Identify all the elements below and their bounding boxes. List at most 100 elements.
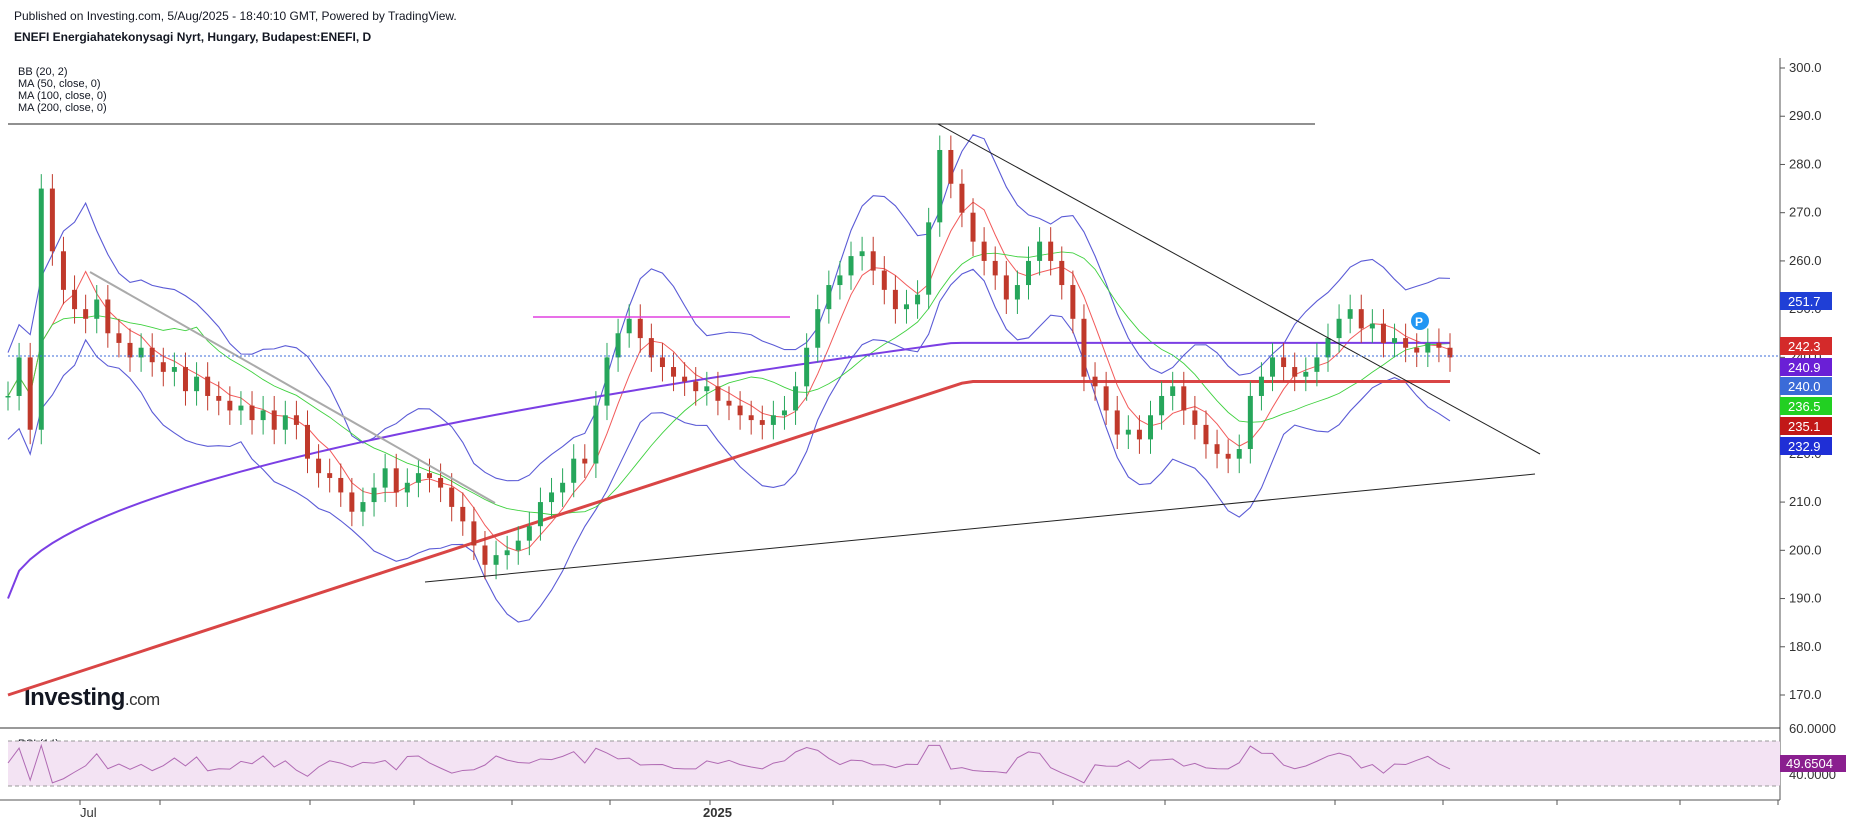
candle-body [693, 381, 699, 392]
candle-body [1425, 342, 1431, 353]
candle-body [837, 275, 843, 286]
candle-body [1003, 275, 1009, 300]
price-label-badge [1780, 337, 1832, 355]
price-label-value: 235.1 [1788, 419, 1821, 434]
candle-body [1281, 357, 1287, 368]
indicator-ma100[interactable]: MA (100, close, 0) [18, 90, 107, 102]
candle-body [970, 212, 976, 242]
candle-body [504, 550, 510, 556]
rsi-tick-label: 60.0000 [1789, 721, 1836, 736]
candle-body [859, 251, 865, 257]
candle-body [1380, 323, 1386, 343]
candle-body [27, 357, 33, 430]
candle-body [549, 492, 555, 503]
candle-body [1292, 367, 1298, 377]
candle-body [637, 318, 643, 339]
candle-body [449, 487, 455, 507]
candle-body [227, 400, 233, 411]
candle-body [1136, 429, 1142, 440]
candle-body [60, 251, 66, 290]
candle-body [648, 338, 654, 358]
candle-body [1170, 386, 1176, 396]
candle-body [471, 521, 477, 546]
y-tick-label: 200.0 [1789, 542, 1822, 557]
candle-body [992, 260, 998, 276]
ma100-green-line [7, 251, 1451, 516]
candle-body [1192, 410, 1198, 425]
candle-body [781, 410, 787, 416]
candle-body [948, 149, 954, 184]
candle-body [1059, 260, 1065, 286]
price-label-value: 240.9 [1788, 360, 1821, 375]
candle-body [560, 482, 566, 493]
price-label-badge [1780, 377, 1832, 395]
candle-body [249, 405, 255, 421]
candle-body [815, 309, 821, 348]
candle-body [915, 294, 921, 305]
candle-body [1247, 395, 1253, 450]
candle-body [460, 506, 466, 522]
candle-body [49, 188, 55, 252]
ascending-trend-line [424, 473, 1536, 583]
candle-body [293, 415, 299, 425]
candle-body [1336, 318, 1342, 339]
candle-body [304, 424, 310, 459]
candle-body [615, 333, 621, 358]
candle-body [881, 270, 887, 290]
candle-body [1258, 376, 1264, 396]
price-label-value: 240.0 [1788, 379, 1821, 394]
investing-logo: Investing.com [24, 684, 160, 711]
price-label-value: 232.9 [1788, 439, 1821, 454]
x-tick-label: Jul [80, 805, 97, 819]
price-label-badge [1780, 417, 1832, 435]
candle-body [737, 405, 743, 416]
candle-body [1114, 410, 1120, 435]
candle-body [1148, 415, 1154, 440]
candle-body [593, 405, 599, 464]
candle-body [238, 405, 244, 411]
rsi-band [8, 741, 1780, 786]
candle-body [194, 376, 200, 392]
candle-body [937, 149, 943, 223]
candle-body [1358, 309, 1364, 329]
candle-body [726, 400, 732, 406]
candle-body [826, 285, 832, 310]
candle-body [604, 357, 610, 406]
y-tick-label: 210.0 [1789, 494, 1822, 509]
chart-title: ENEFI Energiahatekonysagi Nyrt, Hungary,… [14, 30, 372, 44]
candle-body [116, 333, 122, 343]
candle-body [682, 376, 688, 382]
y-tick-label: 180.0 [1789, 639, 1822, 654]
rsi-line [7, 743, 1451, 784]
gray-trend-line [89, 271, 496, 504]
candle-body [127, 342, 133, 358]
candle-body [271, 410, 277, 430]
price-label-value: 251.7 [1788, 294, 1821, 309]
alert-marker-label: P [1415, 315, 1423, 329]
candle-body [105, 299, 111, 334]
price-label-badge [1780, 358, 1832, 376]
candle-body [1048, 241, 1054, 261]
candle-body [1125, 429, 1131, 435]
candle-body [1037, 241, 1043, 261]
price-label-value: 242.3 [1788, 339, 1821, 354]
candle-body [926, 222, 932, 295]
candle-body [793, 386, 799, 411]
candle-body [770, 415, 776, 425]
candle-body [205, 376, 211, 396]
y-tick-label: 170.0 [1789, 687, 1822, 702]
candle-body [804, 347, 810, 387]
candle-body [626, 318, 632, 334]
indicator-ma200[interactable]: MA (200, close, 0) [18, 102, 107, 114]
candle-body [1025, 260, 1031, 286]
indicator-ma50[interactable]: MA (50, close, 0) [18, 78, 101, 90]
candle-body [903, 304, 909, 310]
indicator-bb[interactable]: BB (20, 2) [18, 66, 68, 78]
candle-body [72, 289, 78, 310]
candle-body [759, 420, 765, 425]
price-label-badge [1780, 397, 1832, 415]
candle-body [1070, 285, 1076, 319]
candle-body [393, 468, 399, 493]
descending-trend-line [937, 123, 1541, 455]
